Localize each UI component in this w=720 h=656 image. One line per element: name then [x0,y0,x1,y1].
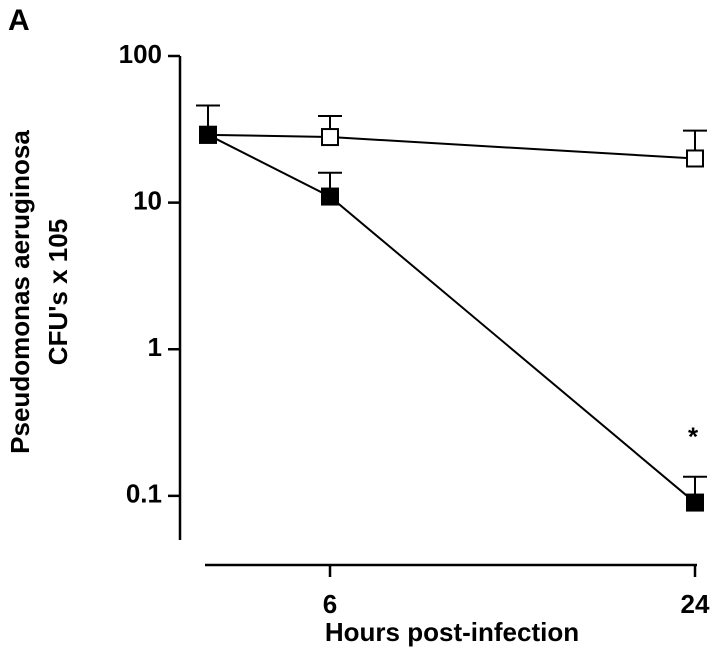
panel-label: A [8,4,30,37]
marker [321,187,339,206]
marker [686,493,704,512]
y-axis-label: Pseudomonas aeruginosa [5,130,35,454]
series-line [207,133,696,160]
marker [199,125,217,144]
marker [686,149,704,168]
series-line [207,133,696,504]
y-tick-label: 1 [148,332,162,362]
y-tick-label: 10 [133,185,162,215]
y-axis-label: CFU's x 105 [43,219,73,365]
y-tick-label: 100 [119,39,162,69]
annotation: * [688,422,699,452]
marker [321,128,339,147]
x-axis-label: Hours post-infection [325,617,579,647]
x-tick-label: 24 [681,589,710,619]
x-tick-label: 6 [323,589,337,619]
y-tick-label: 0.1 [126,479,162,509]
